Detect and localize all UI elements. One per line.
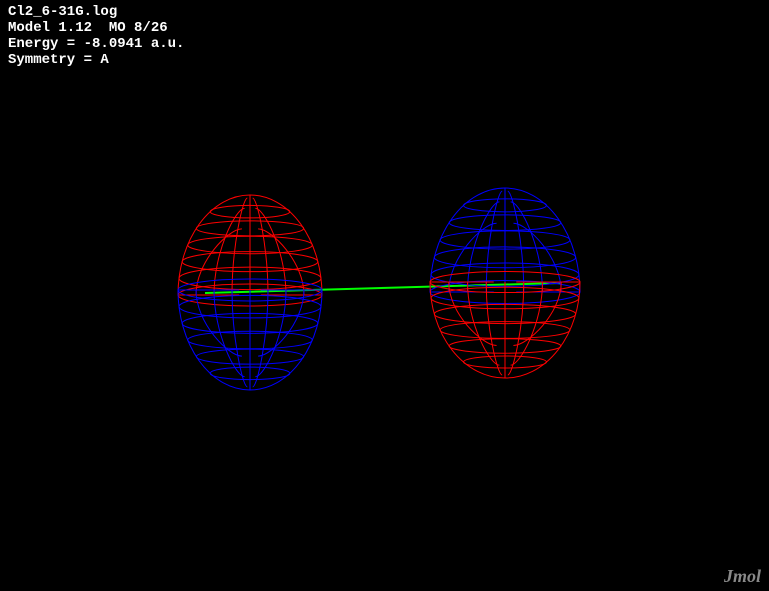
- orbital-lobe-right-bottom: [430, 271, 580, 378]
- orbital-lobe-left-bottom: [178, 279, 322, 390]
- jmol-logo: Jmol: [724, 566, 761, 587]
- orbital-scene[interactable]: [0, 0, 769, 591]
- jmol-viewport[interactable]: Cl2_6-31G.log Model 1.12 MO 8/26 Energy …: [0, 0, 769, 591]
